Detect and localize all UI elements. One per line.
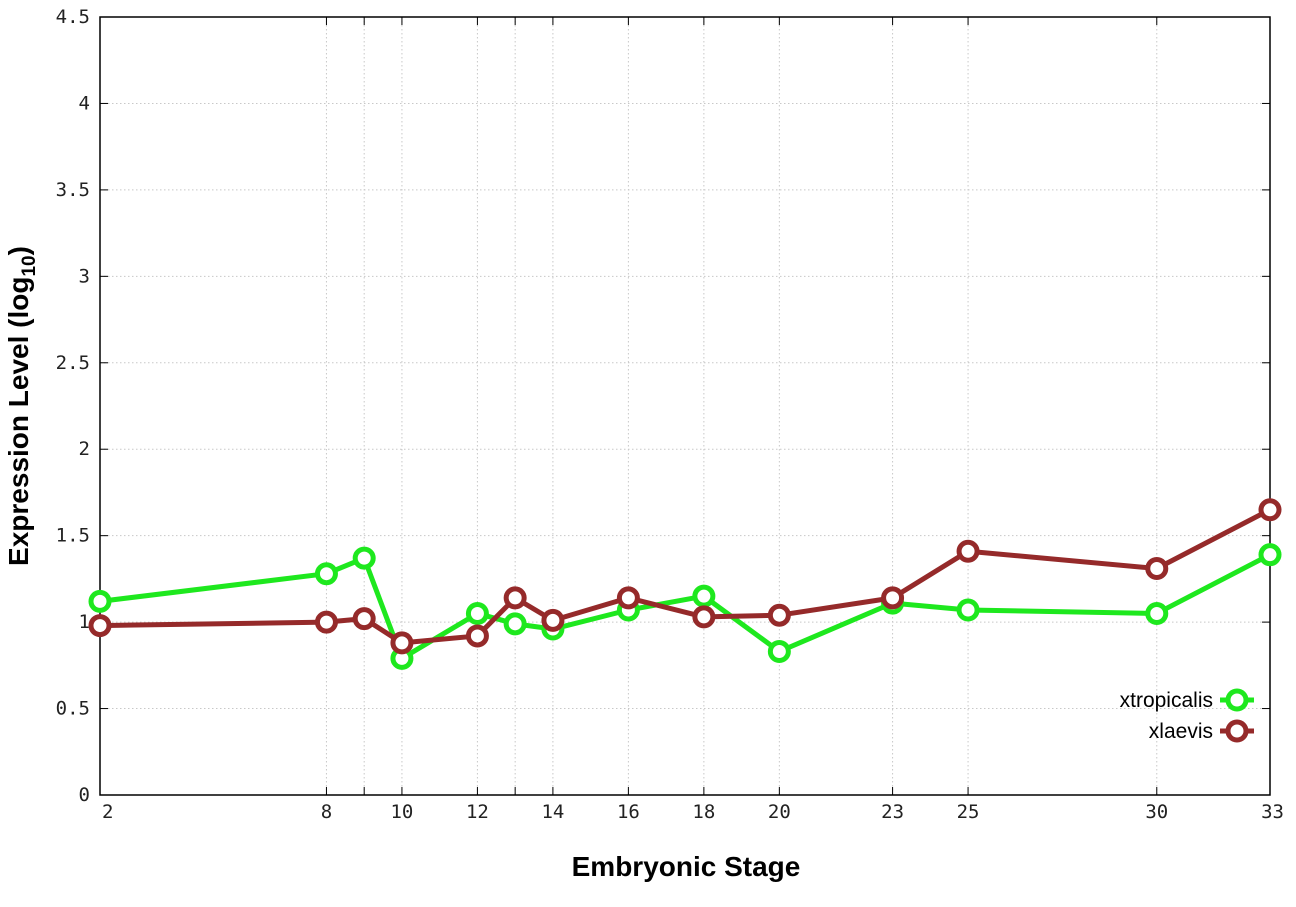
data-point-xlaevis [352, 607, 376, 631]
y-tick-label: 4 [79, 92, 90, 114]
data-point-xtropicalis [314, 562, 338, 586]
y-tick-label: 3.5 [56, 179, 90, 201]
y-axis-title-subscript: 10 [19, 255, 40, 276]
data-point-xlaevis [1145, 557, 1169, 581]
x-tick-label: 23 [881, 801, 904, 823]
legend-marker-xlaevis [1225, 719, 1249, 743]
x-tick-label: 14 [541, 801, 564, 823]
data-point-xlaevis [390, 631, 414, 655]
x-tick-label: 8 [321, 801, 332, 823]
y-tick-label: 1 [79, 611, 90, 633]
y-tick-label: 1.5 [56, 525, 90, 547]
x-tick-label: 18 [692, 801, 715, 823]
axis-ticks: 0 0.5 1 1.5 2 2.5 3 3.5 4 4.5 2 8 10 12 14 16 18 20 23 25 30… [56, 6, 1284, 823]
data-point-xtropicalis [1145, 601, 1169, 625]
data-point-xlaevis [541, 608, 565, 632]
data-point-xtropicalis [352, 546, 376, 570]
data-point-xlaevis [692, 605, 716, 629]
x-tick-label: 10 [390, 801, 413, 823]
data-point-xlaevis [767, 603, 791, 627]
data-point-xlaevis [1258, 498, 1282, 522]
data-point-xtropicalis [465, 601, 489, 625]
data-point-xtropicalis [767, 640, 791, 664]
y-tick-label: 2.5 [56, 352, 90, 374]
x-tick-label: 12 [466, 801, 489, 823]
legend: xtropicalis xlaevis [1120, 688, 1254, 743]
plot-frame [99, 16, 1271, 796]
y-tick-label: 3 [79, 265, 90, 287]
data-point-xlaevis [88, 614, 112, 638]
data-point-xlaevis [314, 610, 338, 634]
data-point-xlaevis [465, 624, 489, 648]
data-point-xlaevis [503, 586, 527, 610]
data-point-xlaevis [616, 586, 640, 610]
series-line-xtropicalis [99, 552, 1272, 661]
x-tick-label: 33 [1261, 801, 1284, 823]
legend-marker-xtropicalis [1225, 688, 1249, 712]
y-tick-label: 0 [79, 784, 90, 806]
data-point-xtropicalis [956, 598, 980, 622]
y-tick-label: 2 [79, 438, 90, 460]
y-axis-title: Expression Level (log10) [3, 246, 40, 566]
x-tick-label: 30 [1145, 801, 1168, 823]
data-point-xtropicalis [1258, 543, 1282, 567]
legend-label-xlaevis: xlaevis [1149, 720, 1213, 743]
x-tick-label: 16 [617, 801, 640, 823]
legend-label-xtropicalis: xtropicalis [1120, 689, 1213, 712]
data-point-xtropicalis [503, 612, 527, 636]
y-axis-title-main: Expression Level (log [3, 277, 34, 566]
data-point-xtropicalis [692, 584, 716, 608]
y-axis-title-close: ) [3, 246, 34, 255]
data-point-xlaevis [881, 586, 905, 610]
series-line-xlaevis [99, 507, 1272, 646]
grid [100, 17, 1270, 795]
y-tick-label: 0.5 [56, 698, 90, 720]
x-tick-label: 25 [957, 801, 980, 823]
x-tick-label: 20 [768, 801, 791, 823]
x-axis-title: Embryonic Stage [572, 851, 801, 882]
data-point-xlaevis [956, 539, 980, 563]
y-tick-label: 4.5 [56, 6, 90, 28]
series-layer [88, 498, 1282, 670]
x-tick-label: 2 [102, 801, 113, 823]
data-point-xtropicalis [88, 589, 112, 613]
